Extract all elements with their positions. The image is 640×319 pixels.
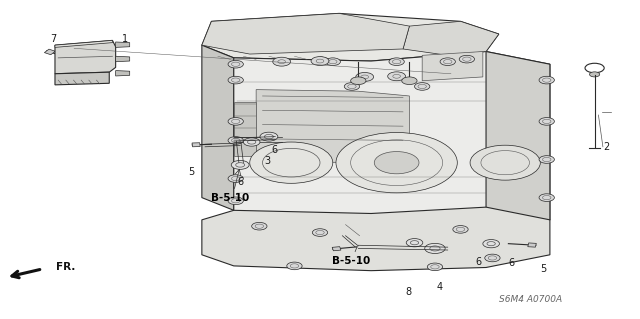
Circle shape bbox=[69, 64, 83, 71]
Text: 1: 1 bbox=[122, 34, 128, 44]
Polygon shape bbox=[332, 247, 341, 251]
Circle shape bbox=[460, 55, 474, 63]
Circle shape bbox=[243, 138, 260, 146]
Circle shape bbox=[260, 132, 278, 141]
Polygon shape bbox=[55, 41, 116, 74]
Circle shape bbox=[273, 57, 291, 66]
Polygon shape bbox=[55, 41, 113, 48]
Polygon shape bbox=[486, 51, 550, 236]
Circle shape bbox=[374, 152, 419, 174]
Circle shape bbox=[388, 72, 406, 81]
Circle shape bbox=[252, 222, 267, 230]
Polygon shape bbox=[234, 102, 256, 156]
Circle shape bbox=[406, 239, 423, 247]
Circle shape bbox=[88, 52, 102, 59]
Circle shape bbox=[425, 243, 445, 254]
Circle shape bbox=[483, 240, 499, 248]
Circle shape bbox=[88, 64, 102, 71]
Circle shape bbox=[539, 194, 554, 201]
Circle shape bbox=[69, 52, 83, 59]
Circle shape bbox=[415, 83, 430, 90]
Text: 3: 3 bbox=[264, 156, 271, 166]
Circle shape bbox=[228, 175, 243, 182]
Polygon shape bbox=[202, 45, 234, 210]
Polygon shape bbox=[44, 49, 55, 55]
Circle shape bbox=[539, 118, 554, 125]
Polygon shape bbox=[202, 13, 410, 54]
Text: B-5-10: B-5-10 bbox=[332, 256, 370, 266]
Circle shape bbox=[325, 58, 340, 65]
Circle shape bbox=[228, 137, 243, 144]
Text: 6: 6 bbox=[237, 177, 243, 187]
Circle shape bbox=[402, 77, 417, 85]
Polygon shape bbox=[234, 51, 550, 239]
Text: 2: 2 bbox=[603, 142, 609, 152]
Circle shape bbox=[287, 262, 302, 270]
Circle shape bbox=[589, 72, 600, 77]
Text: 6: 6 bbox=[271, 145, 277, 155]
Circle shape bbox=[389, 58, 404, 65]
Circle shape bbox=[539, 156, 554, 163]
Circle shape bbox=[539, 76, 554, 84]
Circle shape bbox=[344, 83, 360, 90]
Circle shape bbox=[231, 160, 249, 169]
Circle shape bbox=[312, 229, 328, 236]
Polygon shape bbox=[202, 13, 499, 61]
Text: 5: 5 bbox=[540, 264, 547, 274]
Polygon shape bbox=[528, 243, 536, 247]
Polygon shape bbox=[256, 90, 410, 163]
Circle shape bbox=[228, 76, 243, 84]
Text: 6: 6 bbox=[509, 258, 515, 268]
Text: 4: 4 bbox=[437, 282, 443, 292]
Text: B-5-10: B-5-10 bbox=[211, 193, 250, 203]
Circle shape bbox=[484, 254, 500, 262]
Circle shape bbox=[453, 226, 468, 233]
Polygon shape bbox=[422, 51, 483, 81]
Polygon shape bbox=[116, 56, 130, 62]
Circle shape bbox=[470, 145, 540, 180]
Circle shape bbox=[228, 118, 243, 125]
Circle shape bbox=[428, 263, 443, 271]
Text: 6: 6 bbox=[476, 257, 481, 267]
Text: 8: 8 bbox=[405, 287, 411, 297]
Text: 5: 5 bbox=[188, 167, 194, 177]
Circle shape bbox=[228, 197, 243, 204]
Circle shape bbox=[351, 77, 366, 85]
Text: 7: 7 bbox=[51, 34, 57, 44]
Text: FR.: FR. bbox=[56, 263, 75, 272]
Polygon shape bbox=[116, 70, 130, 76]
Circle shape bbox=[356, 72, 374, 81]
Circle shape bbox=[440, 58, 456, 65]
Polygon shape bbox=[55, 72, 109, 85]
Circle shape bbox=[336, 132, 458, 193]
Polygon shape bbox=[116, 42, 130, 48]
Circle shape bbox=[228, 60, 243, 68]
Circle shape bbox=[311, 56, 329, 65]
Polygon shape bbox=[202, 207, 550, 271]
Circle shape bbox=[250, 142, 333, 183]
Polygon shape bbox=[192, 143, 200, 147]
Polygon shape bbox=[403, 21, 499, 55]
Text: S6M4 A0700A: S6M4 A0700A bbox=[499, 295, 563, 304]
